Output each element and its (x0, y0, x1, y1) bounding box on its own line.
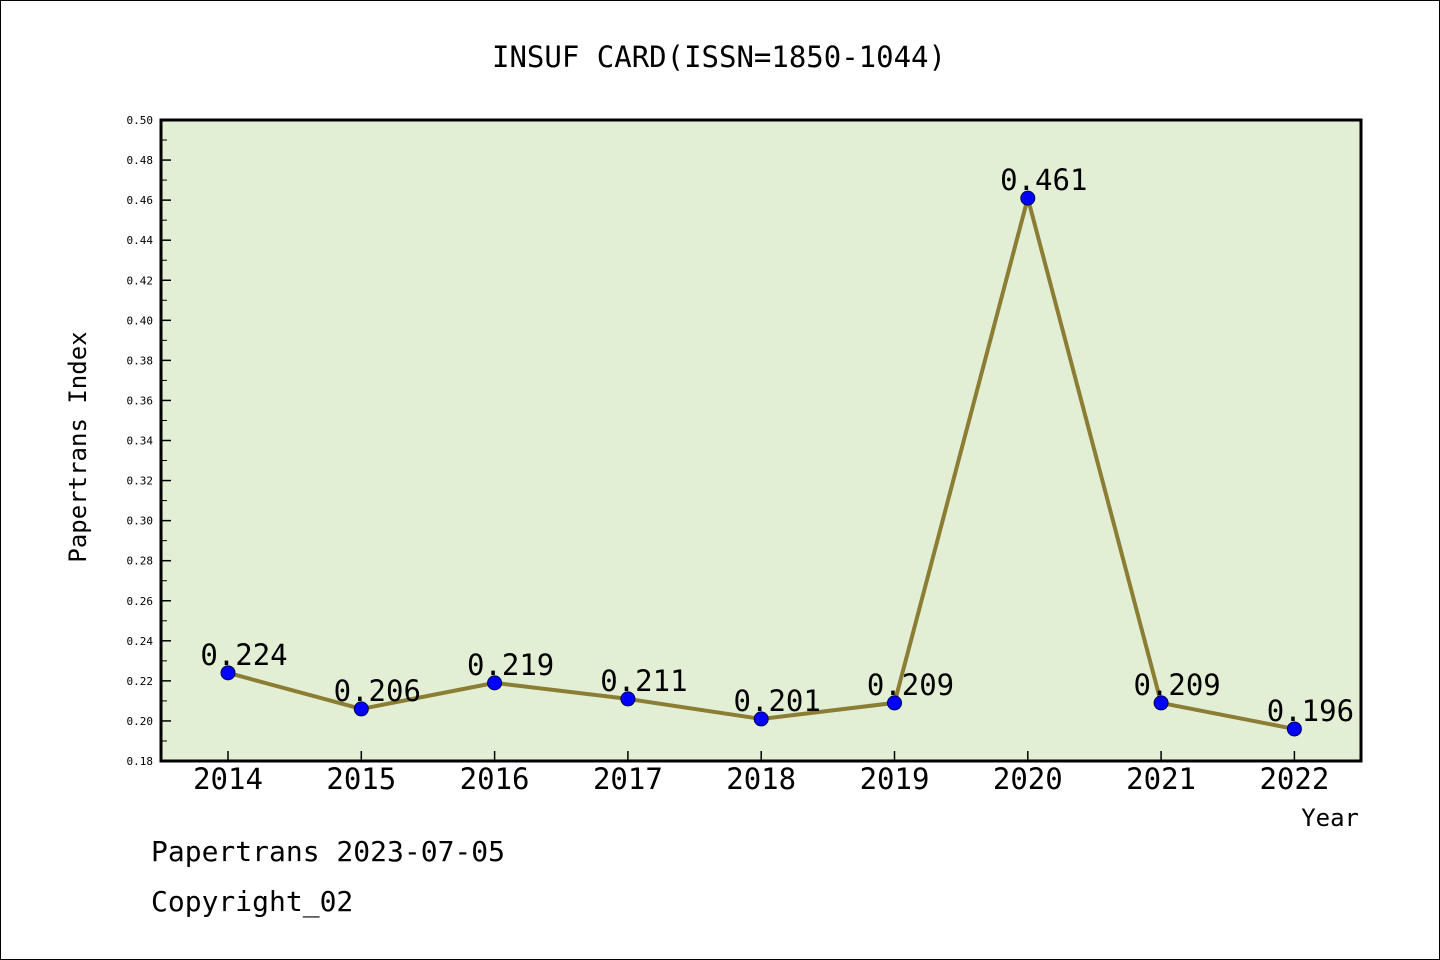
plot-area (159, 118, 1363, 763)
y-tick-label: 0.38 (127, 354, 154, 367)
y-axis-label: Papertrans Index (64, 331, 92, 562)
x-tick-label: 2016 (460, 762, 530, 796)
y-tick-label: 0.26 (127, 595, 154, 608)
x-axis-label: Year (1301, 804, 1359, 832)
y-tick-label: 0.48 (127, 154, 154, 167)
x-tick-label: 2014 (193, 762, 263, 796)
data-point-2019 (887, 695, 902, 711)
y-tick-label: 0.22 (127, 675, 154, 688)
y-tick-label: 0.18 (127, 755, 154, 768)
chart-title: INSUF CARD(ISSN=1850-1044) (492, 40, 946, 74)
data-point-2017 (620, 691, 636, 707)
data-point-2020 (1020, 190, 1036, 206)
data-point-2021 (1153, 695, 1169, 711)
data-point-2022 (1286, 721, 1302, 737)
data-label-2020: 0.461 (1000, 163, 1087, 197)
x-tick-label: 2015 (326, 762, 396, 796)
data-label-2017: 0.211 (600, 664, 687, 698)
data-label-2021: 0.209 (1133, 668, 1220, 702)
data-point-2018 (753, 711, 769, 727)
x-tick-label: 2019 (860, 762, 930, 796)
data-point-2016 (487, 675, 503, 691)
data-points (220, 190, 1302, 737)
x-tick-label: 2020 (993, 762, 1063, 796)
data-point-2014 (220, 665, 236, 681)
footer-copyright: Copyright_02 (151, 885, 354, 918)
y-tick-label: 0.32 (127, 475, 154, 488)
data-label-2019: 0.209 (867, 668, 954, 702)
y-tick-label: 0.28 (127, 555, 154, 568)
y-tick-label: 0.36 (127, 394, 154, 407)
x-tick-label: 2018 (726, 762, 796, 796)
x-tick-label: 2021 (1126, 762, 1196, 796)
footer-date: Papertrans 2023-07-05 (151, 835, 506, 868)
y-axis-ticks: 0.18 0.20 0.22 0.24 0.26 0.28 0.30 0.32 0.34 0.36… (127, 114, 171, 768)
data-label-2015: 0.206 (334, 674, 421, 708)
y-tick-label: 0.34 (127, 435, 154, 448)
x-tick-label: 2017 (593, 762, 663, 796)
data-labels: 0.224 0.206 0.219 0.211 0.201 0.209 0.461 0.209… (200, 163, 1354, 728)
y-tick-label: 0.44 (127, 234, 154, 247)
data-label-2018: 0.201 (734, 684, 821, 718)
data-label-2022: 0.196 (1267, 694, 1354, 728)
data-label-2014: 0.224 (200, 638, 287, 672)
y-tick-label: 0.40 (127, 314, 154, 327)
y-tick-label: 0.46 (127, 194, 154, 207)
y-tick-label: 0.50 (127, 114, 154, 127)
y-tick-label: 0.30 (127, 515, 154, 528)
x-axis-ticks: 2014 2015 2016 2017 2018 2019 2020 2021 2022 (193, 751, 1329, 796)
data-label-2016: 0.219 (467, 648, 554, 682)
y-tick-label: 0.42 (127, 274, 154, 287)
y-tick-label: 0.24 (127, 635, 154, 648)
data-point-2015 (353, 701, 369, 717)
y-tick-label: 0.20 (127, 715, 154, 728)
x-tick-label: 2022 (1259, 762, 1329, 796)
